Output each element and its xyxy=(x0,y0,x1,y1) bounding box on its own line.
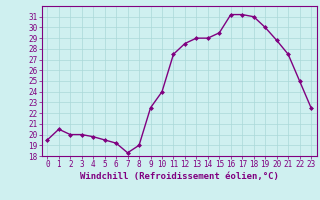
X-axis label: Windchill (Refroidissement éolien,°C): Windchill (Refroidissement éolien,°C) xyxy=(80,172,279,181)
